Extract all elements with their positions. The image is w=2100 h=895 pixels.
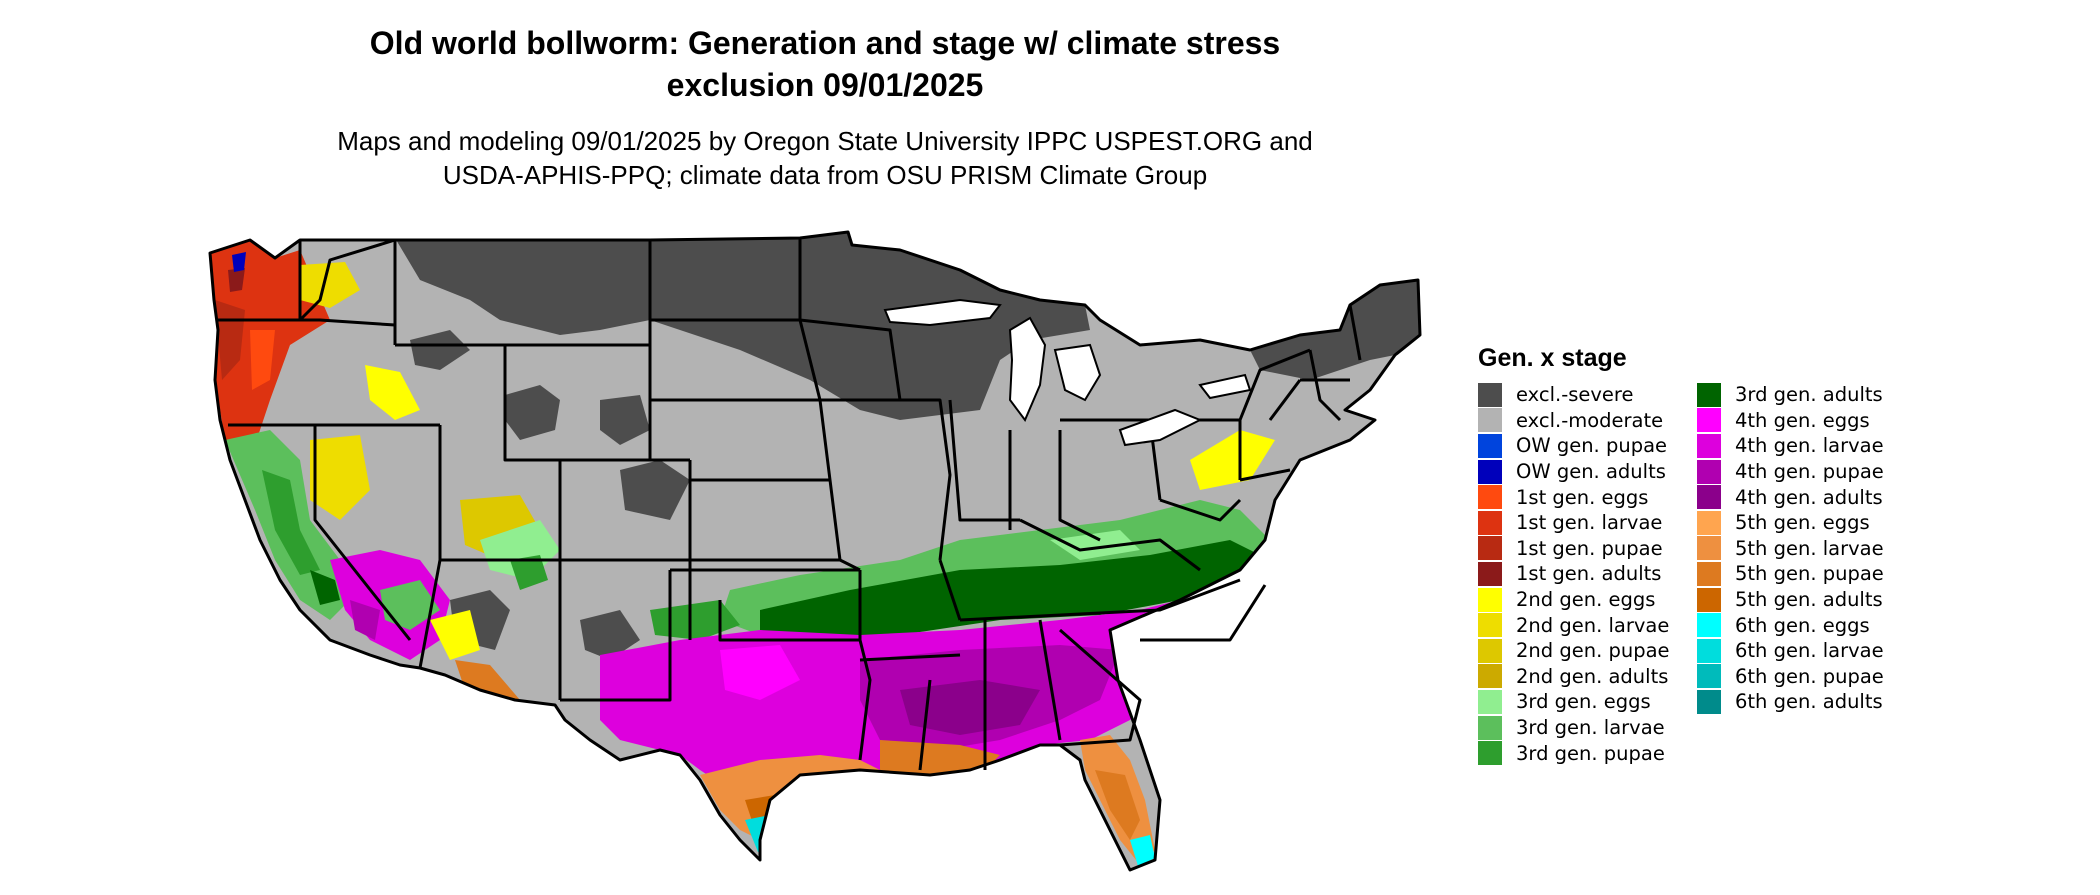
legend-label: 3rd gen. pupae: [1516, 741, 1665, 765]
legend-item: 6th gen. adults: [1697, 689, 1884, 715]
legend-label: 2nd gen. adults: [1516, 664, 1669, 688]
legend-label: excl.-severe: [1516, 383, 1634, 407]
legend-column-2: 3rd gen. adults 4th gen. eggs 4th gen. lar…: [1697, 382, 1884, 715]
legend-item: 5th gen. larvae: [1697, 536, 1884, 562]
legend-swatch: [1697, 689, 1721, 714]
legend-item: 4th gen. pupae: [1697, 459, 1884, 485]
legend-swatch: [1478, 459, 1502, 484]
legend-label: 6th gen. larvae: [1735, 639, 1884, 663]
legend-item: OW gen. pupae: [1478, 433, 1670, 459]
legend-label: 2nd gen. eggs: [1516, 588, 1656, 612]
legend-item: OW gen. adults: [1478, 459, 1670, 485]
legend-label: 3rd gen. larvae: [1516, 716, 1665, 740]
legend-label: 5th gen. larvae: [1735, 536, 1884, 560]
legend-item: 2nd gen. pupae: [1478, 638, 1670, 664]
legend-swatch: [1478, 664, 1502, 689]
legend-item: excl.-severe: [1478, 382, 1670, 408]
legend-item: 1st gen. pupae: [1478, 536, 1670, 562]
legend-item: 3rd gen. pupae: [1478, 740, 1670, 766]
legend-swatch: [1478, 587, 1502, 612]
legend-label: excl.-moderate: [1516, 408, 1664, 432]
legend-swatch: [1478, 485, 1502, 510]
legend-swatch: [1697, 664, 1721, 689]
legend-label: 3rd gen. adults: [1735, 383, 1883, 407]
legend-item: 4th gen. eggs: [1697, 408, 1884, 434]
legend-label: OW gen. adults: [1516, 460, 1666, 484]
legend-swatch: [1697, 638, 1721, 663]
legend-swatch: [1697, 561, 1721, 586]
legend-swatch: [1478, 561, 1502, 586]
legend-swatch: [1697, 536, 1721, 561]
legend-item: 5th gen. pupae: [1697, 561, 1884, 587]
legend-item: 6th gen. eggs: [1697, 612, 1884, 638]
legend-swatch: [1478, 689, 1502, 714]
legend-label: 2nd gen. pupae: [1516, 639, 1670, 663]
legend-swatch: [1478, 536, 1502, 561]
legend-label: 1st gen. pupae: [1516, 536, 1663, 560]
legend-item: 4th gen. adults: [1697, 484, 1884, 510]
legend-swatch: [1478, 741, 1502, 766]
map-subtitle: Maps and modeling 09/01/2025 by Oregon S…: [200, 124, 1450, 192]
legend-swatch: [1478, 408, 1502, 433]
legend-item: 6th gen. larvae: [1697, 638, 1884, 664]
legend-swatch: [1697, 485, 1721, 510]
legend-swatch: [1697, 613, 1721, 638]
map-title: Old world bollworm: Generation and stage…: [200, 22, 1450, 106]
legend-label: 1st gen. larvae: [1516, 511, 1663, 535]
legend-item: 5th gen. eggs: [1697, 510, 1884, 536]
legend-item: 4th gen. larvae: [1697, 433, 1884, 459]
legend-swatch: [1478, 638, 1502, 663]
map-title-line-2: exclusion 09/01/2025: [666, 67, 984, 103]
legend-swatch: [1478, 613, 1502, 638]
legend-item: 3rd gen. adults: [1697, 382, 1884, 408]
legend-swatch: [1697, 408, 1721, 433]
map-subtitle-line-2: USDA-APHIS-PPQ; climate data from OSU PR…: [442, 160, 1208, 190]
map-title-line-1: Old world bollworm: Generation and stage…: [369, 25, 1281, 61]
legend-swatch: [1478, 433, 1502, 458]
us-stage-map: [208, 230, 1422, 872]
legend-label: 1st gen. eggs: [1516, 485, 1649, 509]
legend-item: 2nd gen. adults: [1478, 664, 1670, 690]
legend-label: 5th gen. pupae: [1735, 562, 1884, 586]
legend-label: 4th gen. pupae: [1735, 460, 1884, 484]
legend-item: 1st gen. larvae: [1478, 510, 1670, 536]
great-lakes: [883, 298, 1252, 447]
legend-label: 5th gen. adults: [1735, 588, 1883, 612]
legend-label: 4th gen. eggs: [1735, 408, 1870, 432]
legend-label: 3rd gen. eggs: [1516, 690, 1651, 714]
legend-item: 2nd gen. larvae: [1478, 612, 1670, 638]
legend-swatch: [1697, 510, 1721, 535]
legend-item: 3rd gen. eggs: [1478, 689, 1670, 715]
legend-swatch: [1697, 382, 1721, 407]
legend-label: 4th gen. larvae: [1735, 434, 1884, 458]
legend-label: 2nd gen. larvae: [1516, 613, 1670, 637]
legend-column-1: excl.-severe excl.-moderate OW gen. pupae O…: [1478, 382, 1670, 766]
legend-item: 1st gen. adults: [1478, 561, 1670, 587]
legend-label: 4th gen. adults: [1735, 485, 1883, 509]
legend-swatch: [1697, 459, 1721, 484]
legend-item: 5th gen. adults: [1697, 587, 1884, 613]
legend-swatch: [1478, 715, 1502, 740]
legend-swatch: [1478, 510, 1502, 535]
map-subtitle-line-1: Maps and modeling 09/01/2025 by Oregon S…: [337, 126, 1313, 156]
state-boundaries: [208, 230, 1422, 872]
legend-label: 6th gen. adults: [1735, 690, 1883, 714]
legend-label: OW gen. pupae: [1516, 434, 1668, 458]
legend-item: excl.-moderate: [1478, 408, 1670, 434]
legend-label: 6th gen. pupae: [1735, 664, 1884, 688]
legend-swatch: [1697, 587, 1721, 612]
legend-item: 6th gen. pupae: [1697, 664, 1884, 690]
legend-item: 2nd gen. eggs: [1478, 587, 1670, 613]
legend-label: 5th gen. eggs: [1735, 511, 1870, 535]
legend-label: 1st gen. adults: [1516, 562, 1662, 586]
legend-swatch: [1697, 433, 1721, 458]
legend-title: Gen. x stage: [1478, 344, 1627, 372]
legend-item: 3rd gen. larvae: [1478, 715, 1670, 741]
legend-item: 1st gen. eggs: [1478, 484, 1670, 510]
legend-label: 6th gen. eggs: [1735, 613, 1870, 637]
legend-swatch: [1478, 382, 1502, 407]
